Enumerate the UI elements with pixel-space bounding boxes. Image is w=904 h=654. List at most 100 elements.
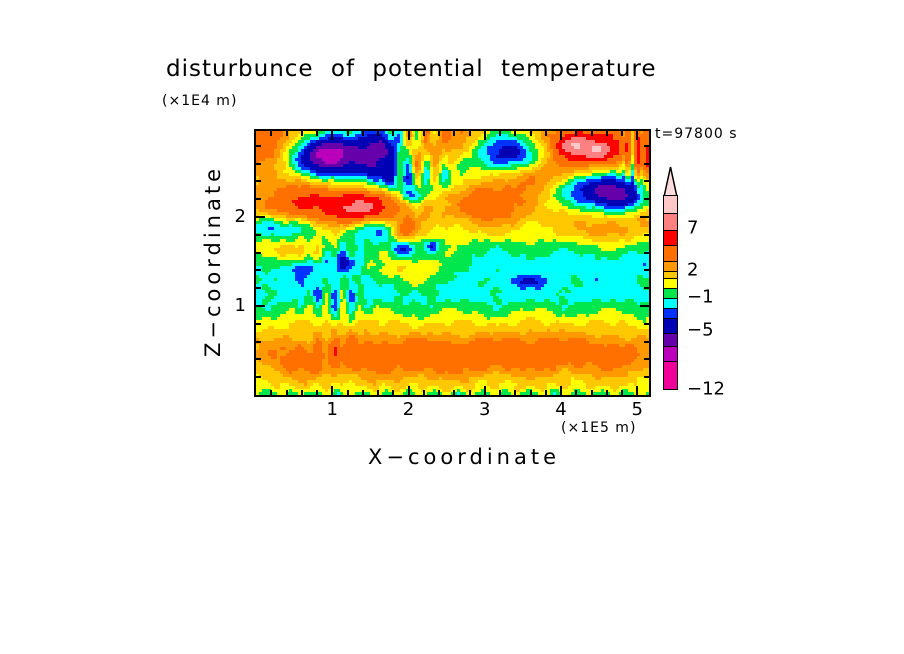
tick-mark [301, 131, 303, 136]
tick-mark [499, 131, 501, 136]
tick-mark [408, 386, 410, 395]
timestamp-label: t=97800 s [655, 126, 738, 142]
tick-mark [316, 390, 318, 395]
tick-mark [423, 390, 425, 395]
tick-mark [545, 390, 547, 395]
tick-mark [644, 269, 649, 271]
tick-mark [256, 323, 261, 325]
tick-mark [469, 390, 471, 395]
tick-mark [591, 390, 593, 395]
colorbar-overflow-arrow-icon [663, 166, 678, 197]
tick-mark [256, 198, 261, 200]
tick-mark [606, 390, 608, 395]
tick-mark [256, 252, 261, 254]
tick-mark [256, 358, 261, 360]
y-tick-label: 1 [234, 295, 246, 316]
tick-mark [560, 386, 562, 395]
y-axis-title: Z−coordinate [201, 165, 225, 357]
tick-mark [362, 131, 364, 136]
colorbar-segment [664, 309, 677, 319]
tick-mark [377, 131, 379, 136]
tick-mark [560, 131, 562, 140]
x-axis-title: X−coordinate [368, 445, 560, 469]
colorbar-value-label: −5 [687, 319, 714, 341]
colorbar-segment [664, 347, 677, 362]
tick-mark [636, 131, 638, 140]
colorbar-segment [664, 279, 677, 289]
colorbar-segment [664, 334, 677, 347]
tick-mark [438, 390, 440, 395]
tick-mark [530, 390, 532, 395]
colorbar-segment [664, 262, 677, 272]
y-axis-unit-label: (×1E4 m) [162, 93, 238, 109]
tick-mark [301, 390, 303, 395]
tick-mark [331, 131, 333, 140]
tick-mark [270, 390, 272, 395]
x-tick-label: 2 [402, 399, 415, 420]
tick-mark [644, 163, 649, 165]
tick-mark [256, 305, 265, 307]
tick-mark [270, 131, 272, 136]
tick-mark [644, 358, 649, 360]
tick-mark [644, 234, 649, 236]
colorbar-segment [664, 196, 677, 214]
tick-mark [636, 386, 638, 395]
tick-mark [392, 131, 394, 136]
tick-mark [575, 390, 577, 395]
colorbar-segment [664, 362, 677, 389]
tick-mark [644, 376, 649, 378]
x-tick-label: 3 [479, 399, 491, 420]
tick-mark [644, 287, 649, 289]
tick-mark [453, 131, 455, 136]
tick-mark [644, 198, 649, 200]
tick-mark [256, 145, 261, 147]
tick-mark [256, 234, 261, 236]
x-tick-label: 5 [631, 399, 643, 420]
tick-mark [621, 131, 623, 136]
colorbar-value-label: 2 [687, 259, 699, 281]
tick-mark [286, 390, 288, 395]
tick-mark [499, 390, 501, 395]
colorbar-segment [664, 299, 677, 309]
tick-mark [484, 131, 486, 140]
tick-mark [545, 131, 547, 136]
colorbar-value-label: 7 [687, 217, 699, 239]
x-tick-label: 1 [326, 399, 338, 420]
tick-mark [484, 386, 486, 395]
x-axis-unit-label: (×1E5 m) [561, 420, 637, 436]
tick-mark [644, 180, 649, 182]
tick-mark [469, 131, 471, 136]
colorbar-segment [664, 231, 677, 246]
colorbar-value-label: −12 [687, 378, 725, 400]
tick-mark [640, 216, 649, 218]
tick-mark [347, 131, 349, 136]
tick-mark [423, 131, 425, 136]
tick-mark [606, 131, 608, 136]
colorbar-segment [664, 289, 677, 299]
tick-mark [256, 180, 261, 182]
tick-mark [377, 390, 379, 395]
tick-mark [286, 131, 288, 136]
tick-mark [408, 131, 410, 140]
colorbar [663, 195, 678, 390]
tick-mark [644, 252, 649, 254]
tick-mark [575, 131, 577, 136]
colorbar-segment [664, 246, 677, 262]
tick-mark [256, 376, 261, 378]
tick-mark [591, 131, 593, 136]
tick-mark [644, 145, 649, 147]
tick-mark [347, 390, 349, 395]
y-tick-label: 2 [234, 206, 246, 227]
colorbar-segment [664, 319, 677, 334]
contour-field-canvas [256, 131, 649, 395]
tick-mark [392, 390, 394, 395]
tick-mark [514, 390, 516, 395]
tick-mark [256, 341, 261, 343]
tick-mark [256, 163, 261, 165]
tick-mark [256, 269, 261, 271]
tick-mark [530, 131, 532, 136]
colorbar-value-label: −1 [687, 286, 714, 308]
tick-mark [640, 305, 649, 307]
tick-mark [644, 323, 649, 325]
tick-mark [644, 341, 649, 343]
